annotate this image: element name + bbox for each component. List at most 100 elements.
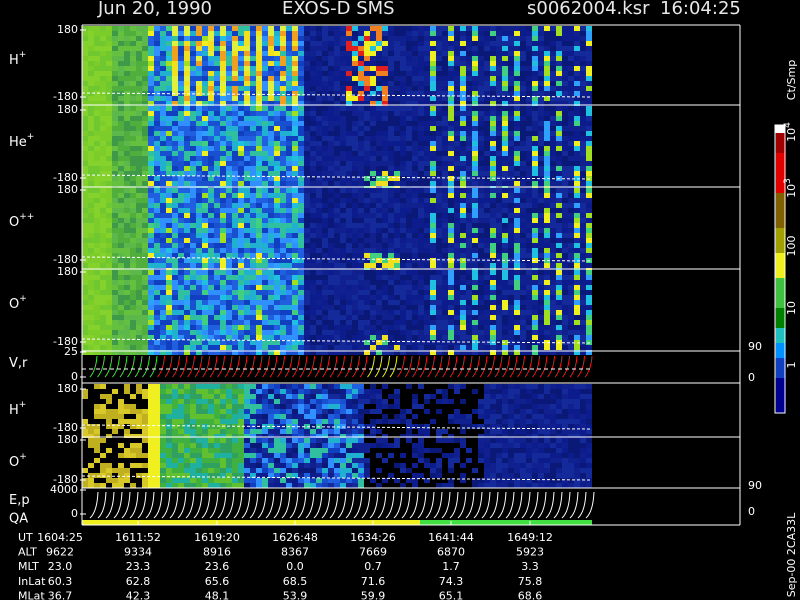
spectrogram-cell xyxy=(412,46,418,51)
spectrogram-cell xyxy=(370,213,376,218)
spectrogram-cell xyxy=(106,290,112,295)
spectrogram-cell xyxy=(382,208,388,213)
spectrogram-cell xyxy=(322,253,328,258)
spectrogram-cell xyxy=(274,213,280,218)
spectrogram-cell xyxy=(484,181,490,186)
spectrogram-cell xyxy=(514,101,520,106)
spectrogram-cell xyxy=(514,233,520,238)
spectrogram-cell xyxy=(562,121,568,126)
spectrogram-cell xyxy=(172,275,178,280)
spectrogram-cell xyxy=(562,46,568,51)
spectrogram-cell xyxy=(340,61,346,66)
spectrogram-cell xyxy=(172,305,178,310)
spectrogram-cell xyxy=(484,253,490,258)
spectrogram-cell xyxy=(142,41,148,46)
spectrogram-cell xyxy=(184,193,190,198)
spectrogram-cell xyxy=(532,141,538,146)
spectrogram-cell xyxy=(82,146,88,151)
spectrogram-cell xyxy=(478,31,484,36)
spectrogram-cell xyxy=(160,213,166,218)
spectrogram-cell xyxy=(118,198,124,203)
spectrogram-cell xyxy=(424,141,430,146)
spectrogram-cell xyxy=(106,280,112,285)
spectrogram-cell xyxy=(184,238,190,243)
spectrogram-cell xyxy=(160,233,166,238)
spectrogram-cell xyxy=(208,141,214,146)
spectrogram-cell xyxy=(580,71,586,76)
spectrogram-cell xyxy=(556,233,562,238)
spectrogram-cell xyxy=(178,36,184,41)
spectrogram-cell xyxy=(430,248,436,253)
spectrogram-cell xyxy=(562,248,568,253)
spectrogram-cell xyxy=(376,116,382,121)
spectrogram-cell xyxy=(436,111,442,116)
spectrogram-cell xyxy=(232,213,238,218)
spectrogram-cell xyxy=(328,46,334,51)
spectrogram-cell xyxy=(412,218,418,223)
spectrogram-cell xyxy=(124,121,130,126)
spectrogram-cell xyxy=(430,166,436,171)
spectrogram-cell xyxy=(352,243,358,248)
spectrogram-cell xyxy=(508,141,514,146)
spectrogram-cell xyxy=(568,166,574,171)
spectrogram-cell xyxy=(274,270,280,275)
spectrogram-cell xyxy=(370,91,376,96)
spectrogram-cell xyxy=(550,141,556,146)
spectrogram-cell xyxy=(484,213,490,218)
spectrogram-cell xyxy=(520,131,526,136)
spectrogram-cell xyxy=(370,131,376,136)
spectrogram-cell xyxy=(544,156,550,161)
spectrogram-cell xyxy=(88,91,94,96)
spectrogram-cell xyxy=(346,81,352,86)
spectrogram-cell xyxy=(418,101,424,106)
spectrogram-cell xyxy=(214,101,220,106)
spectrogram-cell xyxy=(394,213,400,218)
spectrogram-cell xyxy=(130,238,136,243)
spectrogram-cell xyxy=(196,156,202,161)
spectrogram-cell xyxy=(88,290,94,295)
spectrogram-cell xyxy=(550,46,556,51)
spectrogram-cell xyxy=(202,76,208,81)
spectrogram-cell xyxy=(286,228,292,233)
spectrogram-cell xyxy=(202,305,208,310)
spectrogram-cell xyxy=(532,36,538,41)
spectrogram-cell xyxy=(514,66,520,71)
spectrogram-cell xyxy=(238,325,244,330)
spectrogram-cell xyxy=(478,171,484,176)
spectrogram-cell xyxy=(274,146,280,151)
spectrogram-cell xyxy=(256,213,262,218)
spectrogram-cell xyxy=(436,141,442,146)
spectrogram-cell xyxy=(280,228,286,233)
spectrogram-cell xyxy=(298,305,304,310)
spectrogram-cell xyxy=(532,131,538,136)
spectrogram-cell xyxy=(82,61,88,66)
spectrogram-cell xyxy=(394,218,400,223)
spectrogram-cell xyxy=(304,51,310,56)
spectrogram-cell xyxy=(400,126,406,131)
spectrogram-cell xyxy=(178,330,184,335)
spectrogram-cell xyxy=(238,86,244,91)
spectrogram-cell xyxy=(298,270,304,275)
spectrogram-cell xyxy=(310,330,316,335)
spectrogram-cell xyxy=(538,238,544,243)
spectrogram-cell xyxy=(322,203,328,208)
spectrogram-cell xyxy=(244,101,250,106)
spectrogram-cell xyxy=(178,320,184,325)
spectrogram-cell xyxy=(184,325,190,330)
spectrogram-cell xyxy=(268,325,274,330)
spectrogram-cell xyxy=(178,81,184,86)
spectrogram-cell xyxy=(142,320,148,325)
spectrogram-cell xyxy=(418,81,424,86)
spectrogram-cell xyxy=(502,146,508,151)
spectrogram-cell xyxy=(346,233,352,238)
spectrogram-cell xyxy=(304,300,310,305)
spectrogram-cell xyxy=(364,31,370,36)
spectrogram-cell xyxy=(586,161,592,166)
spectrogram-cell xyxy=(100,218,106,223)
spectrogram-cell xyxy=(370,161,376,166)
spectrogram-cell xyxy=(430,218,436,223)
spectrogram-cell xyxy=(490,171,496,176)
spectrogram-cell xyxy=(220,300,226,305)
spectrogram-cell xyxy=(244,136,250,141)
spectrogram-cell xyxy=(340,151,346,156)
